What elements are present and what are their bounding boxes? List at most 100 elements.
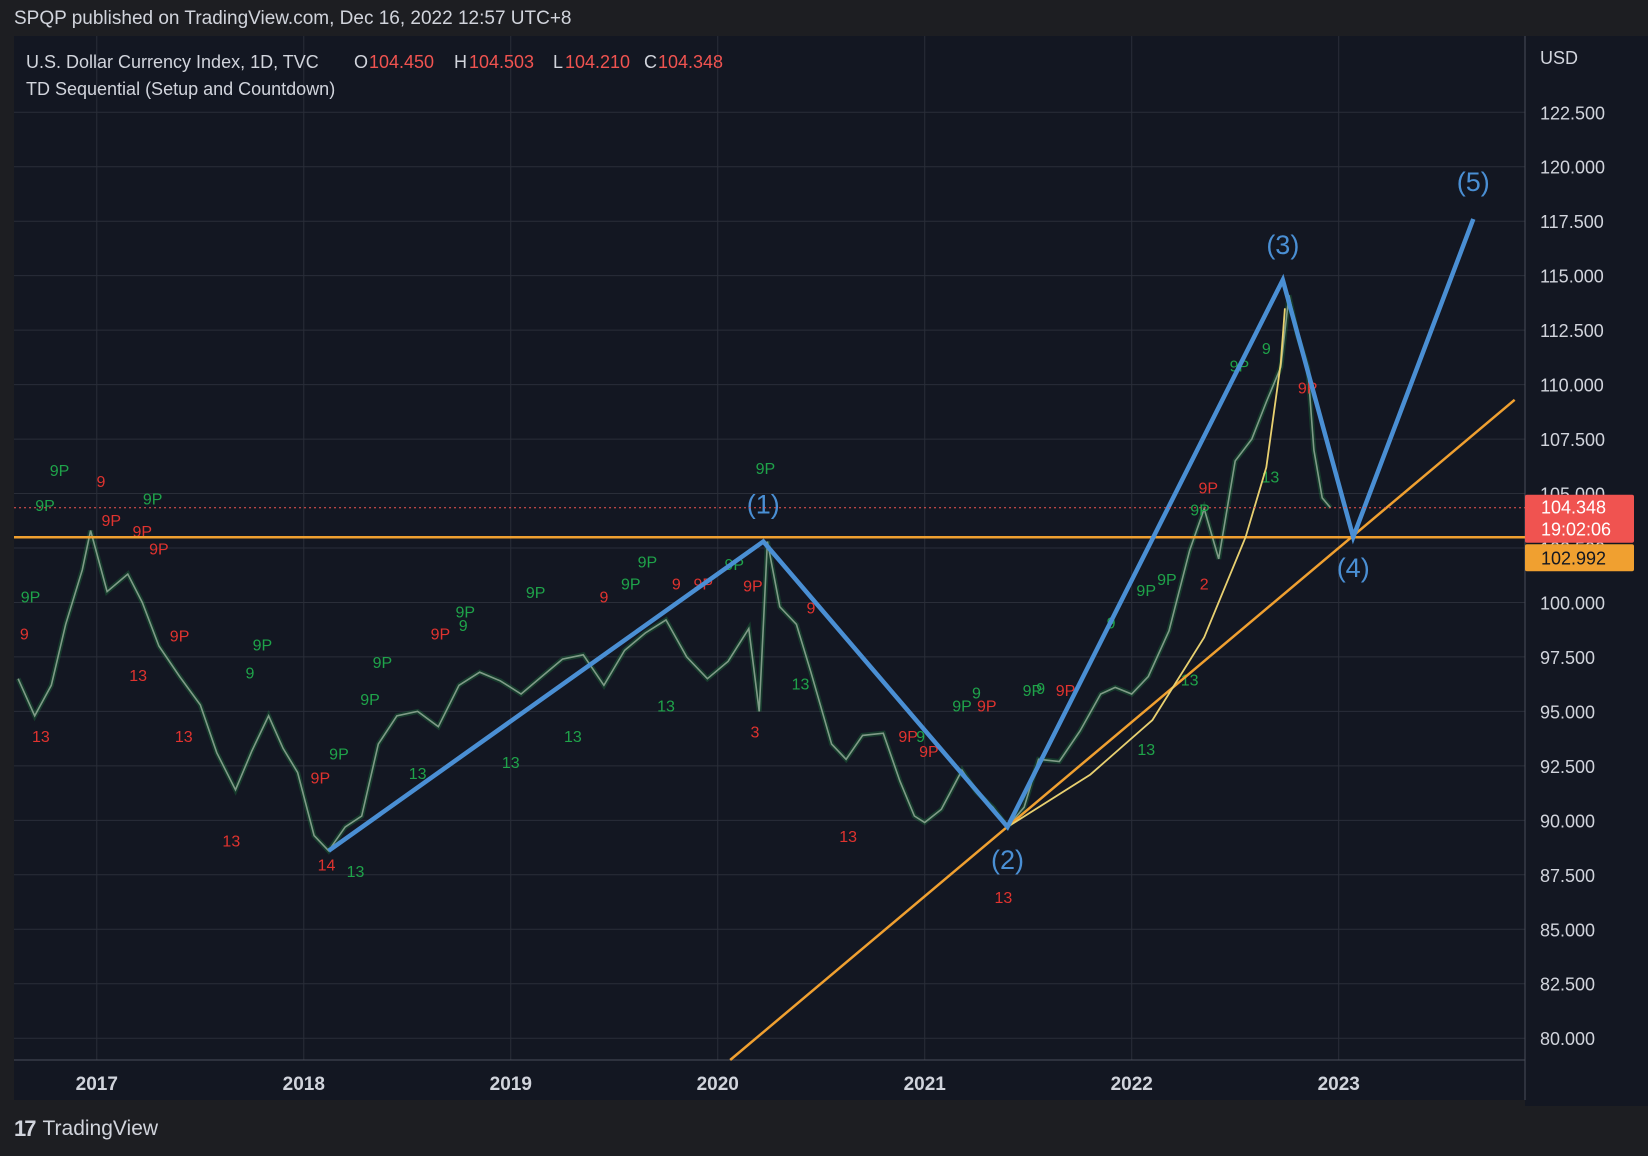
td-label-bearish: 13 — [175, 729, 193, 746]
last-price-value: 104.348 — [1541, 498, 1606, 518]
legend-symbol: U.S. Dollar Currency Index, 1D, TVC — [26, 52, 319, 72]
td-label-bullish: 13 — [792, 677, 810, 694]
elliott-wave-label: (3) — [1266, 230, 1299, 260]
td-label-bullish: 9P — [21, 589, 41, 606]
y-tick-label: 120.000 — [1540, 158, 1605, 178]
y-tick-label: 87.500 — [1540, 866, 1595, 886]
tradingview-logo[interactable]: 17 TradingView — [14, 1116, 158, 1142]
td-label-bullish: 9P — [329, 746, 349, 763]
chart-background — [14, 36, 1525, 1100]
tradingview-logo-icon: 17 — [14, 1116, 37, 1141]
legend-o-label: O — [354, 52, 368, 72]
x-tick-label: 2018 — [283, 1074, 325, 1095]
td-label-bullish: 9 — [246, 666, 255, 683]
td-label-bearish: 13 — [222, 833, 240, 850]
td-label-bullish: 9P — [50, 463, 70, 480]
legend-ohlc: O 104.450 H 104.503 L 104.210 C 104.348 — [354, 52, 723, 72]
td-label-bearish: 9 — [599, 589, 608, 606]
td-label-bearish: 3 — [751, 725, 760, 742]
y-tick-label: 82.500 — [1540, 975, 1595, 995]
legend-h-value: 104.503 — [469, 52, 534, 72]
td-label-bullish: 9 — [459, 618, 468, 635]
td-label-bullish: 9P — [952, 698, 972, 715]
price-series — [15, 294, 1333, 855]
y-tick-label: 97.500 — [1540, 648, 1595, 668]
elliott-wave-label: (5) — [1457, 167, 1490, 197]
publish-header: SPQP published on TradingView.com, Dec 1… — [0, 0, 1648, 36]
td-label-bullish: 9P — [1157, 572, 1177, 589]
td-label-bearish: 9P — [311, 770, 331, 787]
price-line — [17, 295, 1332, 853]
horizontal-line-price-tag — [1525, 544, 1634, 572]
y-tick-label: 92.500 — [1540, 757, 1595, 777]
td-label-bullish: 13 — [409, 766, 427, 783]
time-axis[interactable]: 2017 2018 2019 2020 2021 2022 2023 — [14, 1059, 1525, 1095]
td-label-bullish: 9P — [756, 461, 776, 478]
y-tick-label: 95.000 — [1540, 702, 1595, 722]
td-label-bearish: 9P — [1056, 683, 1076, 700]
td-label-bullish: 9P — [526, 585, 546, 602]
x-tick-label: 2019 — [490, 1074, 532, 1095]
td-label-bearish: 9P — [133, 524, 153, 541]
td-label-bullish: 9P — [1190, 502, 1210, 519]
legend-o-value: 104.450 — [369, 52, 434, 72]
td-label-bullish: 13 — [502, 755, 520, 772]
td-label-bearish: 9 — [672, 576, 681, 593]
publish-info: SPQP published on TradingView.com, Dec 1… — [14, 8, 572, 29]
drawings-layer: (1) (2) (3) (4) (5) — [14, 167, 1525, 1061]
td-label-bearish: 9P — [919, 744, 939, 761]
td-label-bullish: 9 — [972, 685, 981, 702]
x-tick-label: 2021 — [904, 1074, 947, 1095]
y-tick-label: 115.000 — [1540, 267, 1604, 287]
x-tick-label: 2023 — [1318, 1074, 1360, 1095]
td-label-bearish: 9P — [743, 579, 763, 596]
y-tick-label: 107.500 — [1540, 430, 1605, 450]
legend-h-label: H — [454, 52, 467, 72]
y-tick-label: 117.500 — [1540, 212, 1604, 232]
last-price-tag — [1525, 494, 1634, 543]
td-label-bullish: 9P — [373, 655, 393, 672]
y-tick-label: 90.000 — [1540, 811, 1595, 831]
legend-l-label: L — [553, 52, 563, 72]
x-tick-label: 2017 — [76, 1074, 118, 1095]
td-label-bearish: 13 — [994, 890, 1012, 907]
td-label-bearish: 14 — [318, 857, 336, 874]
legend-l-value: 104.210 — [565, 52, 630, 72]
td-label-bearish: 9P — [977, 698, 997, 715]
td-label-bullish: 13 — [564, 729, 582, 746]
td-label-bullish: 9 — [916, 729, 925, 746]
td-label-bullish: 13 — [1137, 742, 1155, 759]
footer-bar — [0, 1106, 1648, 1156]
td-label-bearish: 2 — [1200, 576, 1209, 593]
td-label-bullish: 9P — [143, 491, 163, 508]
currency-label: USD — [1540, 48, 1578, 68]
y-tick-label: 80.000 — [1540, 1029, 1595, 1049]
td-label-bullish: 9P — [455, 605, 475, 622]
td-label-bullish: 9P — [638, 555, 658, 572]
y-tick-label: 112.500 — [1540, 321, 1604, 341]
elliott-wave-path — [327, 218, 1476, 853]
td-label-bearish: 9 — [96, 474, 105, 491]
indicator-name[interactable]: TD Sequential (Setup and Countdown) — [26, 79, 335, 99]
y-tick-label: 100.000 — [1540, 593, 1605, 613]
legend-c-value: 104.348 — [658, 52, 723, 72]
td-label-bearish: 9P — [898, 729, 918, 746]
y-tick-label: 85.000 — [1540, 920, 1595, 940]
td-label-bearish: 9P — [101, 513, 121, 530]
td-label-bearish: 13 — [129, 668, 147, 685]
td-label-bearish: 9P — [170, 629, 190, 646]
elliott-wave-label: (2) — [991, 845, 1024, 875]
x-tick-label: 2020 — [697, 1074, 739, 1095]
td-label-bullish: 9P — [360, 692, 380, 709]
td-label-bearish: 9 — [806, 600, 815, 617]
elliott-wave-label: (4) — [1337, 553, 1370, 583]
legend-c-label: C — [644, 52, 657, 72]
price-line-shadow — [15, 294, 1333, 855]
x-tick-label: 2022 — [1111, 1074, 1153, 1095]
y-tick-label: 122.500 — [1540, 103, 1605, 123]
td-label-bullish: 13 — [347, 864, 365, 881]
td-label-bullish: 9P — [1023, 683, 1043, 700]
